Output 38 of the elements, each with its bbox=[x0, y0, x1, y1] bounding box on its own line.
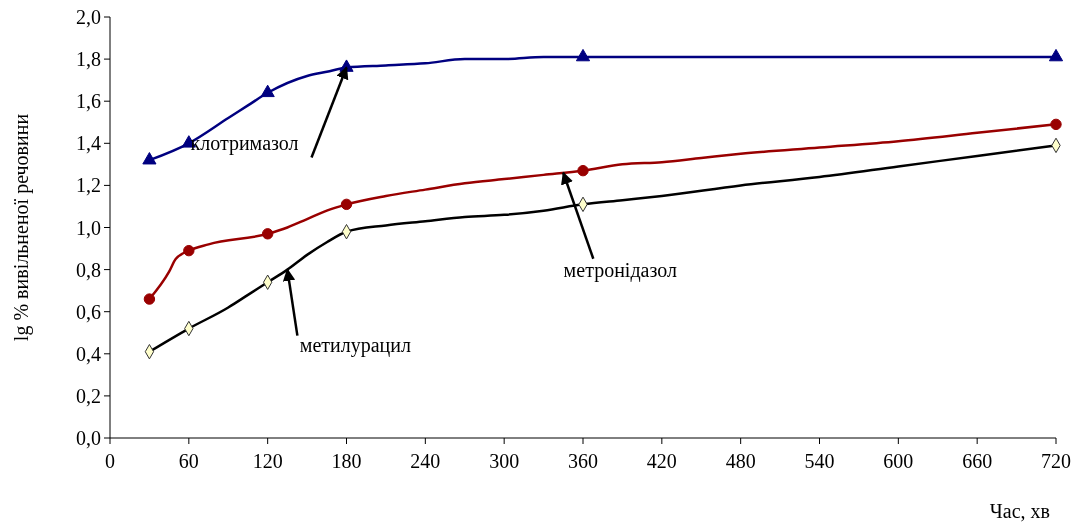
x-tick-label: 480 bbox=[725, 450, 756, 472]
annotation: метилурацил bbox=[299, 333, 411, 357]
y-tick-label: 1,6 bbox=[76, 90, 101, 113]
x-tick-label: 540 bbox=[804, 450, 835, 472]
y-axis-title: lg % вивільненої речовини bbox=[10, 113, 33, 342]
y-tick-label: 0,8 bbox=[76, 258, 101, 281]
x-tick-label: 180 bbox=[331, 450, 362, 472]
x-axis-title: Час, хв bbox=[989, 500, 1050, 522]
x-tick-label: 360 bbox=[568, 450, 598, 472]
y-tick-label: 1,0 bbox=[76, 216, 101, 239]
point bbox=[1050, 118, 1062, 131]
y-tick-label: 0,6 bbox=[76, 300, 101, 323]
x-tick-label: 300 bbox=[489, 450, 520, 472]
y-tick-label: 0,0 bbox=[76, 427, 101, 449]
y-tick-label: 1,8 bbox=[76, 48, 101, 71]
point bbox=[340, 198, 353, 211]
point bbox=[577, 164, 589, 177]
x-tick-label: 0 bbox=[105, 450, 115, 472]
point bbox=[260, 84, 275, 98]
y-tick-label: 1,4 bbox=[76, 132, 101, 155]
x-tick-label: 600 bbox=[883, 450, 914, 472]
point bbox=[575, 48, 591, 62]
x-tick-label: 720 bbox=[1041, 450, 1071, 472]
y-tick-label: 0,4 bbox=[76, 342, 101, 365]
point bbox=[142, 152, 157, 165]
x-tick-label: 60 bbox=[178, 450, 199, 472]
x-tick-label: 420 bbox=[646, 450, 677, 472]
x-tick-label: 120 bbox=[252, 450, 283, 472]
point bbox=[143, 293, 156, 305]
y-tick-label: 2,0 bbox=[76, 6, 101, 28]
point bbox=[261, 228, 274, 240]
y-tick-label: 0,2 bbox=[76, 384, 101, 407]
point bbox=[1048, 48, 1064, 62]
x-tick-label: 660 bbox=[962, 450, 993, 472]
point bbox=[183, 244, 195, 257]
x-tick-label: 240 bbox=[410, 450, 441, 472]
y-tick-label: 1,2 bbox=[76, 174, 101, 197]
annotation: метронідазол bbox=[563, 258, 677, 282]
